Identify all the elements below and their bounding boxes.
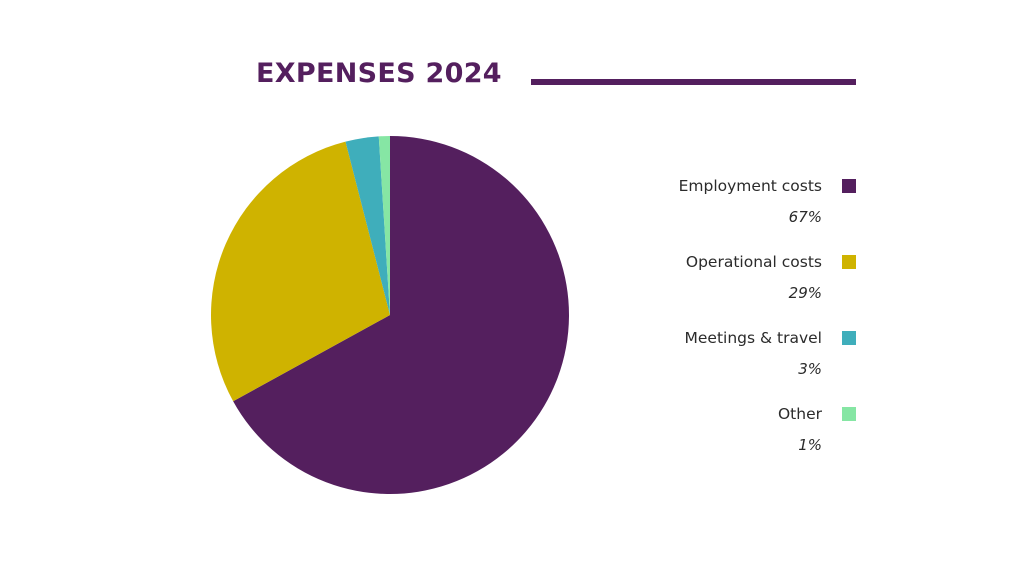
legend-value: 67% bbox=[788, 208, 822, 226]
legend-item-other: Other 1% bbox=[596, 404, 856, 480]
legend-swatch bbox=[842, 255, 856, 269]
legend-value: 3% bbox=[798, 360, 822, 378]
chart-title: EXPENSES 2024 bbox=[256, 58, 502, 89]
legend-item-employment-costs: Employment costs 67% bbox=[596, 176, 856, 252]
legend-label: Employment costs bbox=[678, 177, 822, 195]
pie-slices bbox=[211, 136, 569, 495]
legend-swatch bbox=[842, 331, 856, 345]
pie-slice-employment-costs bbox=[233, 136, 569, 495]
title-rule bbox=[531, 79, 856, 85]
legend-item-meetings-travel: Meetings & travel 3% bbox=[596, 328, 856, 404]
pie-slice-operational-costs bbox=[211, 141, 390, 402]
pie-slice-other bbox=[378, 136, 390, 315]
legend-label: Other bbox=[777, 405, 822, 423]
legend: Employment costs 67% Operational costs 2… bbox=[596, 176, 856, 480]
legend-label: Meetings & travel bbox=[684, 329, 822, 347]
legend-swatch bbox=[842, 407, 856, 421]
legend-value: 1% bbox=[798, 436, 822, 454]
legend-value: 29% bbox=[788, 284, 822, 302]
legend-item-operational-costs: Operational costs 29% bbox=[596, 252, 856, 328]
legend-swatch bbox=[842, 179, 856, 193]
pie-slice-meetings-travel bbox=[345, 136, 390, 315]
legend-label: Operational costs bbox=[685, 253, 822, 271]
